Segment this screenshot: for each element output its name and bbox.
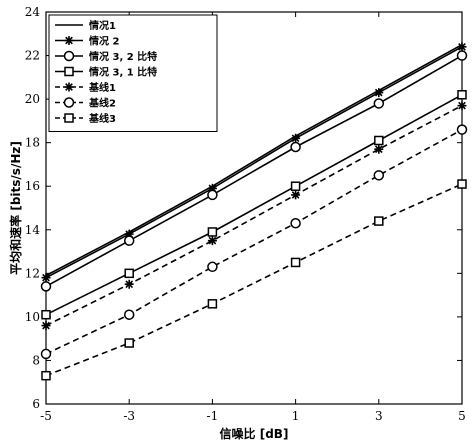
data-point-4: [41, 309, 51, 320]
data-point-5: [374, 144, 384, 154]
legend-label: 基线1: [88, 81, 116, 94]
data-point-3: [40, 281, 52, 292]
data-point-5: [41, 321, 51, 331]
legend-marker: [64, 113, 74, 123]
x-tick-label: 5: [458, 409, 466, 423]
data-point-6: [123, 309, 135, 320]
legend-label: 情况 2: [89, 35, 119, 48]
data-point-5: [457, 101, 467, 111]
series-line-3: [45, 54, 463, 288]
y-tick-label: 18: [25, 136, 40, 150]
data-point-7: [290, 257, 301, 268]
data-point-3: [207, 189, 218, 201]
y-tick-label: 8: [32, 353, 40, 367]
data-point-3: [456, 50, 468, 61]
data-point-7: [124, 338, 134, 348]
legend-label: 基线3: [88, 112, 116, 125]
data-point-2: [41, 273, 51, 283]
legend-label: 情况 3, 1 比特: [89, 66, 157, 79]
x-tick-label: 3: [375, 409, 383, 423]
series-line-1: [45, 43, 463, 277]
data-point-2: [124, 229, 134, 239]
data-point-4: [457, 90, 467, 100]
x-tick-label: 1: [292, 409, 300, 423]
data-point-4: [207, 227, 218, 237]
y-tick-label: 10: [25, 310, 40, 324]
legend-label: 基线2: [88, 97, 116, 110]
y-axis-label: 平均和速率 [bits/s/Hz]: [8, 141, 23, 275]
legend-marker: [63, 50, 75, 62]
data-point-6: [456, 124, 468, 135]
data-point-4: [374, 135, 384, 146]
legend-label: 情况 3, 2 比特: [89, 50, 157, 63]
x-tick-label: -3: [123, 409, 135, 423]
y-tick-label: 14: [25, 223, 41, 237]
data-point-7: [457, 179, 467, 189]
data-point-3: [290, 141, 301, 153]
data-point-5: [124, 279, 134, 289]
series-line-6: [45, 128, 463, 355]
data-point-5: [291, 190, 301, 200]
data-point-4: [290, 181, 301, 191]
data-point-2: [291, 133, 301, 143]
axis-ticks: -5 -3 -1 1 3 5 6 8 10 12 14 16 18 20 22 24: [25, 5, 466, 423]
data-point-3: [123, 235, 135, 246]
data-point-7: [374, 216, 384, 226]
series-line-2: [45, 46, 463, 279]
y-tick-label: 12: [25, 266, 40, 280]
legend-label: 情况1: [89, 19, 116, 32]
y-tick-label: 6: [32, 397, 40, 411]
data-point-4: [124, 268, 134, 279]
y-tick-label: 22: [25, 49, 40, 63]
legend-marker: [64, 66, 74, 77]
data-point-6: [207, 261, 218, 273]
data-point-7: [41, 370, 51, 381]
series-markers: [40, 42, 468, 381]
data-point-5: [207, 236, 217, 246]
x-axis-label: 信噪比 [dB]: [220, 426, 289, 441]
legend-marker: [63, 97, 75, 108]
data-point-6: [290, 217, 301, 229]
legend-marker: [64, 82, 74, 92]
data-point-2: [207, 183, 217, 193]
series-line-5: [45, 104, 463, 327]
series-lines: [45, 43, 463, 377]
data-point-2: [374, 88, 384, 98]
legend-box: [48, 14, 218, 132]
y-tick-label: 16: [25, 179, 40, 193]
legend-marker: [64, 36, 74, 45]
data-point-6: [40, 348, 52, 360]
data-point-2: [457, 42, 467, 52]
y-tick-label: 20: [25, 92, 40, 106]
data-point-6: [373, 170, 385, 181]
data-point-3: [373, 98, 385, 109]
data-point-7: [207, 299, 218, 309]
series-line-4: [45, 94, 463, 316]
y-tick-label: 24: [25, 5, 41, 19]
x-tick-label: -1: [207, 409, 219, 423]
series-line-7: [45, 183, 463, 377]
x-tick-label: -5: [40, 409, 52, 423]
